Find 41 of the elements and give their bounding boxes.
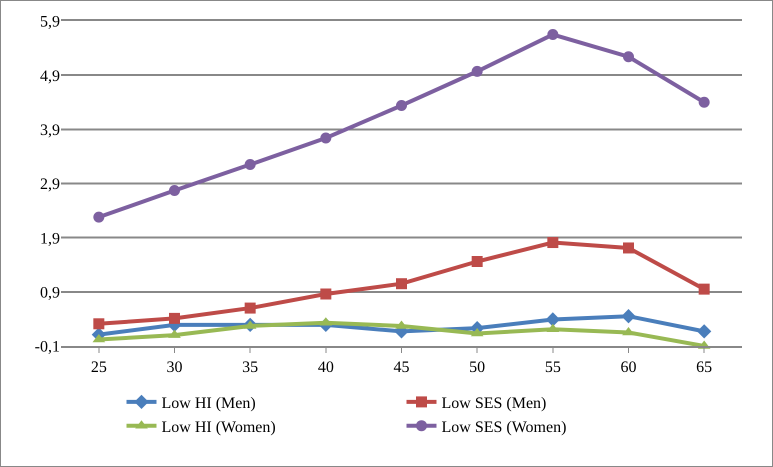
point xyxy=(621,309,636,324)
y-tick-label: 1,9 xyxy=(40,230,60,248)
y-tick-label: -0,1 xyxy=(34,338,60,356)
point xyxy=(244,159,256,170)
point xyxy=(396,100,407,111)
point xyxy=(547,237,558,248)
point xyxy=(546,312,560,327)
point xyxy=(623,242,634,254)
point xyxy=(698,96,710,108)
point xyxy=(169,312,180,324)
y-tick-label: 2,9 xyxy=(40,176,60,194)
point xyxy=(698,284,710,295)
legend-label: Low SES (Men) xyxy=(442,395,546,412)
point xyxy=(169,185,180,196)
point xyxy=(320,288,332,300)
legend-label: Low HI (Men) xyxy=(162,395,256,412)
point xyxy=(93,318,104,330)
point xyxy=(320,132,332,144)
x-tick-label: 55 xyxy=(544,358,561,376)
x-tick-label: 60 xyxy=(620,358,636,376)
y-tick-label: 4,9 xyxy=(40,68,60,85)
legend-label: Low SES (Women) xyxy=(442,418,566,436)
point xyxy=(472,66,483,77)
x-tick-label: 45 xyxy=(394,358,410,376)
point xyxy=(93,212,104,223)
point xyxy=(244,302,256,314)
y-tick-label: 5,9 xyxy=(40,14,60,31)
point xyxy=(472,256,483,267)
x-tick-label: 35 xyxy=(242,358,258,376)
point xyxy=(396,278,407,290)
legend-label: Low HI (Women) xyxy=(162,418,276,436)
y-tick-label: 0,9 xyxy=(40,284,60,302)
point xyxy=(697,324,712,339)
point xyxy=(547,29,558,40)
y-tick-label: 3,9 xyxy=(40,122,60,139)
x-tick-label: 25 xyxy=(90,358,107,376)
x-tick-label: 50 xyxy=(469,358,486,376)
x-tick-label: 40 xyxy=(318,358,334,376)
x-tick-label: 30 xyxy=(166,358,182,376)
x-tick-label: 65 xyxy=(696,358,712,376)
point xyxy=(623,51,634,62)
